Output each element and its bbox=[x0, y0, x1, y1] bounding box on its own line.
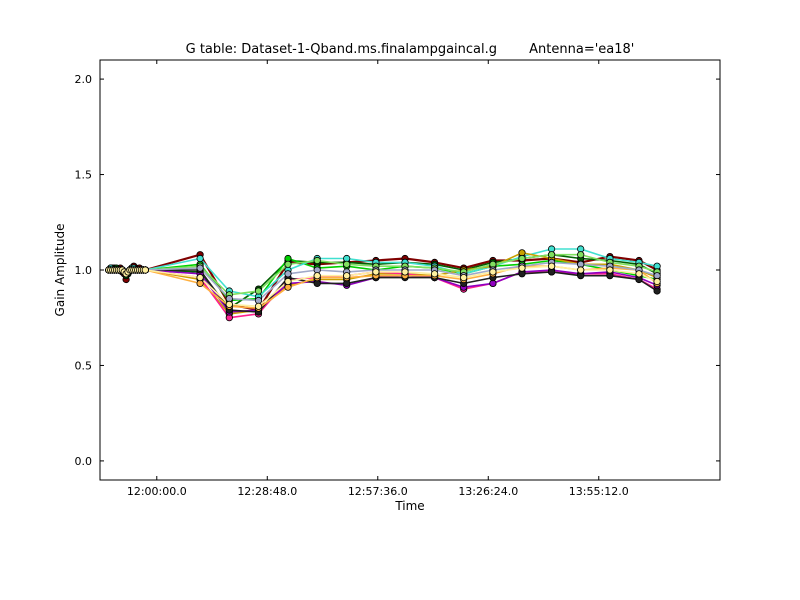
x-tick-label: 13:55:12.0 bbox=[569, 485, 629, 498]
data-point bbox=[313, 272, 321, 280]
data-point bbox=[401, 268, 409, 276]
series-layer bbox=[105, 245, 661, 322]
chart-title: G table: Dataset-1-Qband.ms.finalampgain… bbox=[186, 42, 635, 57]
y-tick-label: 1.0 bbox=[75, 264, 93, 277]
data-point bbox=[141, 266, 149, 274]
data-point bbox=[284, 277, 292, 286]
x-tick-label: 12:28:48.0 bbox=[237, 485, 297, 498]
data-point bbox=[547, 262, 556, 270]
y-tick-label: 0.5 bbox=[75, 359, 93, 372]
data-point bbox=[343, 260, 351, 268]
data-point bbox=[460, 273, 468, 282]
data-point bbox=[547, 251, 556, 259]
data-point bbox=[284, 270, 292, 278]
data-point bbox=[653, 287, 661, 295]
data-point bbox=[606, 266, 614, 274]
data-point bbox=[430, 270, 439, 278]
data-point bbox=[372, 268, 380, 276]
data-point bbox=[196, 254, 204, 263]
data-point bbox=[518, 264, 526, 272]
series-points-11 bbox=[105, 262, 661, 310]
data-point bbox=[196, 264, 204, 272]
x-tick-label: 13:26:24.0 bbox=[458, 485, 518, 498]
data-point bbox=[343, 272, 351, 280]
ticks-layer: 12:00:00.0 12:28:48.0 12:57:36.0 13:26:24.0… bbox=[75, 60, 720, 498]
chart-title-antenna: Antenna='ea18' bbox=[529, 42, 634, 57]
x-axis-label: Time bbox=[394, 499, 424, 513]
y-axis-label: Gain Amplitude bbox=[53, 224, 67, 317]
data-point bbox=[489, 268, 497, 276]
x-tick-label: 12:57:36.0 bbox=[348, 485, 408, 498]
data-point bbox=[577, 251, 585, 259]
y-tick-label: 1.5 bbox=[75, 169, 93, 182]
data-point bbox=[254, 302, 263, 310]
y-tick-label: 2.0 bbox=[75, 73, 93, 86]
data-point bbox=[313, 256, 321, 265]
x-tick-label: 12:00:00.0 bbox=[127, 485, 187, 498]
data-point bbox=[284, 260, 292, 268]
data-point bbox=[254, 287, 263, 295]
chart-title-table: G table: Dataset-1-Qband.ms.finalampgain… bbox=[186, 42, 497, 57]
plot-area bbox=[105, 245, 661, 322]
data-point bbox=[653, 277, 661, 286]
data-point bbox=[196, 273, 204, 282]
data-point bbox=[225, 300, 233, 308]
data-point bbox=[518, 254, 526, 263]
data-point bbox=[635, 270, 643, 278]
y-tick-label: 0.0 bbox=[75, 455, 93, 468]
data-point bbox=[577, 266, 585, 274]
